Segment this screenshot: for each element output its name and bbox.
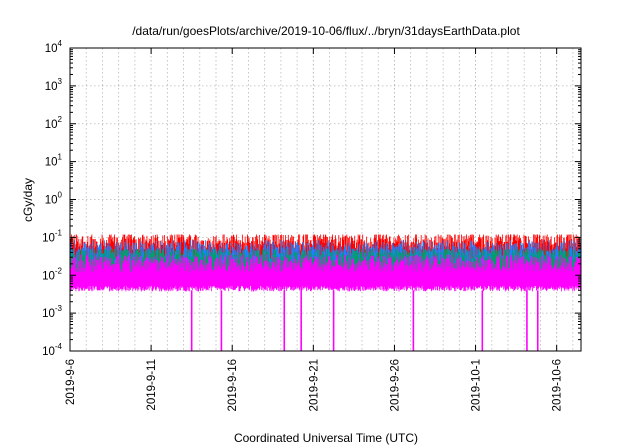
y-tick-label: 102 <box>45 115 63 131</box>
x-tick-label: 2019-9-26 <box>389 359 401 411</box>
x-tick-label: 2019-9-21 <box>308 359 320 411</box>
y-tick-label: 100 <box>45 191 63 207</box>
y-tick-labels: 10-4 10-3 10-2 10-1 100 101 102 103 104 <box>42 39 62 358</box>
x-tick-labels: 2019-9-6 2019-9-11 2019-9-16 2019-9-21 2019-… <box>65 359 564 411</box>
y-tick-label: 10-4 <box>42 342 62 358</box>
y-tick-label: 10-1 <box>42 228 62 244</box>
y-tick-label: 101 <box>45 153 63 169</box>
grid <box>69 48 581 351</box>
y-tick-label: 103 <box>45 77 63 93</box>
x-tick-label: 2019-10-6 <box>552 359 564 411</box>
x-tick-label: 2019-9-11 <box>146 359 158 411</box>
x-tick-label: 2019-10-1 <box>471 359 483 411</box>
ticks <box>69 47 581 352</box>
y-tick-label: 10-2 <box>42 266 62 282</box>
chart-title: /data/run/goesPlots/archive/2019-10-06/f… <box>132 24 520 38</box>
x-axis-label: Coordinated Universal Time (UTC) <box>234 431 418 445</box>
x-tick-label: 2019-9-6 <box>65 359 77 405</box>
x-tick-label: 2019-9-16 <box>227 359 239 411</box>
series-layer <box>69 234 582 351</box>
y-tick-label: 104 <box>45 39 63 55</box>
y-axis-label: cGy/day <box>21 178 35 222</box>
y-tick-label: 10-3 <box>42 304 62 320</box>
